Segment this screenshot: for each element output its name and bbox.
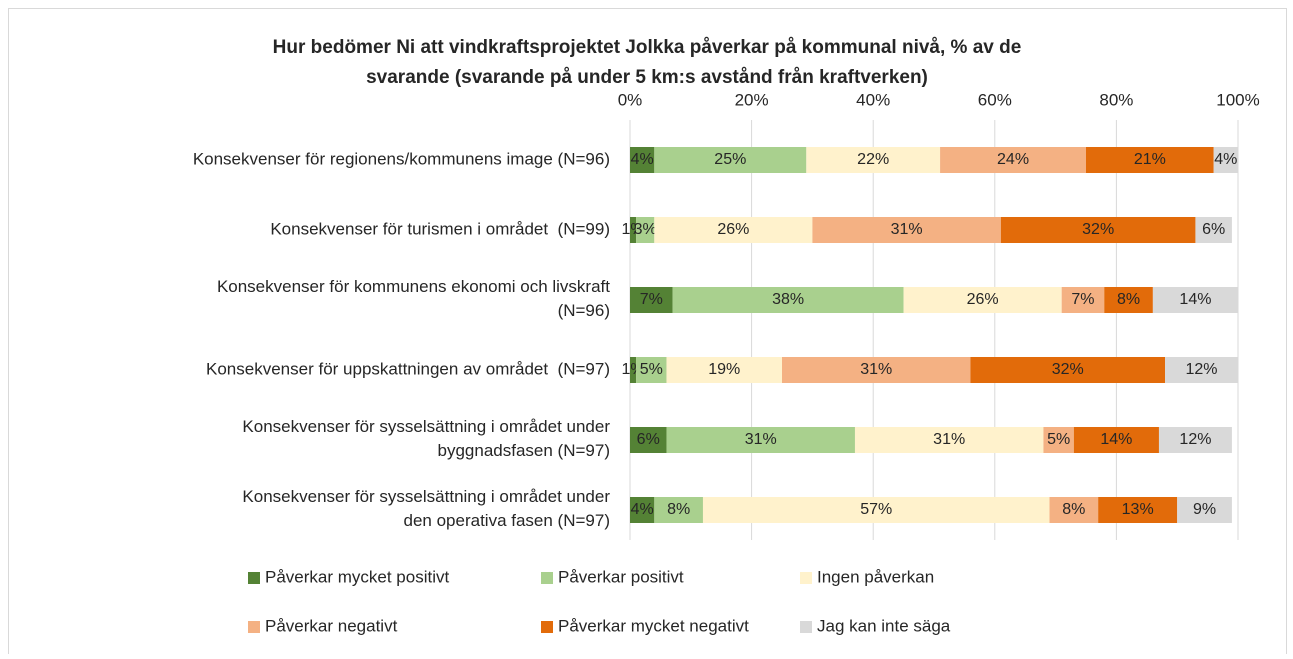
bar-segment (1061, 287, 1105, 313)
data-label: 5% (640, 361, 663, 378)
data-label: 32% (1082, 221, 1114, 238)
bar-segment (903, 287, 1062, 313)
data-label: 5% (1047, 431, 1070, 448)
bar-segment (812, 217, 1001, 243)
bar-segment (630, 287, 673, 313)
bar-segment (1165, 357, 1238, 383)
data-label: 31% (933, 431, 965, 448)
data-label: 38% (772, 291, 804, 308)
data-label: 8% (1117, 291, 1140, 308)
bar-segment (630, 357, 637, 383)
data-label: 22% (857, 151, 889, 168)
x-tick-label: 20% (735, 90, 769, 109)
legend-swatch (541, 621, 553, 633)
bar-segment (636, 357, 667, 383)
legend-label: Jag kan inte säga (817, 616, 951, 635)
data-label: 6% (637, 431, 660, 448)
legend-swatch (248, 621, 260, 633)
data-label: 4% (631, 151, 654, 168)
data-label: 7% (1071, 291, 1094, 308)
data-label: 4% (1214, 151, 1237, 168)
bar-segment (702, 497, 1050, 523)
legend-label: Påverkar positivt (558, 567, 684, 586)
x-tick-label: 40% (856, 90, 890, 109)
bar-segment (630, 217, 637, 243)
bar-segment (1158, 427, 1232, 453)
bar-segment (630, 497, 655, 523)
bar-segment (1152, 287, 1238, 313)
bar-segment (654, 497, 703, 523)
bar-segment (630, 147, 655, 173)
legend-label: Påverkar mycket positivt (265, 567, 449, 586)
data-label: 8% (667, 501, 690, 518)
x-tick-label: 60% (978, 90, 1012, 109)
data-label: 13% (1122, 501, 1154, 518)
bar-segment (1049, 497, 1099, 523)
bar-segment (940, 147, 1086, 173)
data-label: 4% (631, 501, 654, 518)
data-label: 14% (1100, 431, 1132, 448)
bar-segment (1073, 427, 1159, 453)
y-tick-label: Konsekvenser för kommunens ekonomi och l… (217, 277, 610, 320)
bar-segment (666, 427, 855, 453)
bar-segment (782, 357, 971, 383)
legend-swatch (541, 572, 553, 584)
data-label: 9% (1193, 501, 1216, 518)
data-label: 14% (1179, 291, 1211, 308)
legend-swatch (248, 572, 260, 584)
y-tick-label: Konsekvenser för sysselsättning i område… (242, 417, 610, 460)
bar-segment (1104, 287, 1153, 313)
legend-swatch (800, 572, 812, 584)
data-label: 8% (1062, 501, 1085, 518)
bar-segment (630, 427, 667, 453)
data-label: 31% (745, 431, 777, 448)
legend-swatch (800, 621, 812, 633)
bar-segment (1000, 217, 1196, 243)
bar-segment (636, 217, 655, 243)
legend-label: Påverkar negativt (265, 616, 398, 635)
data-label: 21% (1134, 151, 1166, 168)
y-tick-label: Konsekvenser för regionens/kommunens ima… (193, 149, 610, 168)
bar-segment (1086, 147, 1214, 173)
chart-border (8, 8, 1287, 654)
data-label: 57% (860, 501, 892, 518)
bar-segment (654, 217, 813, 243)
data-label: 12% (1186, 361, 1218, 378)
data-label: 31% (891, 221, 923, 238)
bar-segment (1213, 147, 1238, 173)
data-label: 32% (1052, 361, 1084, 378)
bar-segment (970, 357, 1166, 383)
data-label: 6% (1202, 221, 1225, 238)
bar-segment (1098, 497, 1178, 523)
data-label: 3% (634, 221, 657, 238)
x-tick-label: 100% (1216, 90, 1259, 109)
legend-label: Ingen påverkan (817, 567, 934, 586)
data-label: 31% (860, 361, 892, 378)
y-tick-label: Konsekvenser för turismen i området (N=9… (270, 219, 610, 238)
bar-segment (1177, 497, 1232, 523)
bar-segment (1195, 217, 1232, 243)
data-label: 24% (997, 151, 1029, 168)
bar-segment (654, 147, 807, 173)
bar-segment (666, 357, 782, 383)
y-tick-label: Konsekvenser för uppskattningen av områd… (206, 359, 610, 378)
legend-label: Påverkar mycket negativt (558, 616, 749, 635)
data-label: 19% (708, 361, 740, 378)
bar-segment (854, 427, 1044, 453)
bar-segment (806, 147, 941, 173)
x-tick-label: 80% (1099, 90, 1133, 109)
y-tick-label: Konsekvenser för sysselsättning i område… (242, 487, 610, 530)
data-label: 12% (1179, 431, 1211, 448)
data-label: 26% (967, 291, 999, 308)
data-label: 26% (717, 221, 749, 238)
chart-title: Hur bedömer Ni att vindkraftsprojektet J… (273, 37, 1022, 88)
bar-segment (1043, 427, 1074, 453)
x-tick-label: 0% (618, 90, 643, 109)
bar-segment (672, 287, 904, 313)
data-label: 25% (714, 151, 746, 168)
data-label: 7% (640, 291, 663, 308)
